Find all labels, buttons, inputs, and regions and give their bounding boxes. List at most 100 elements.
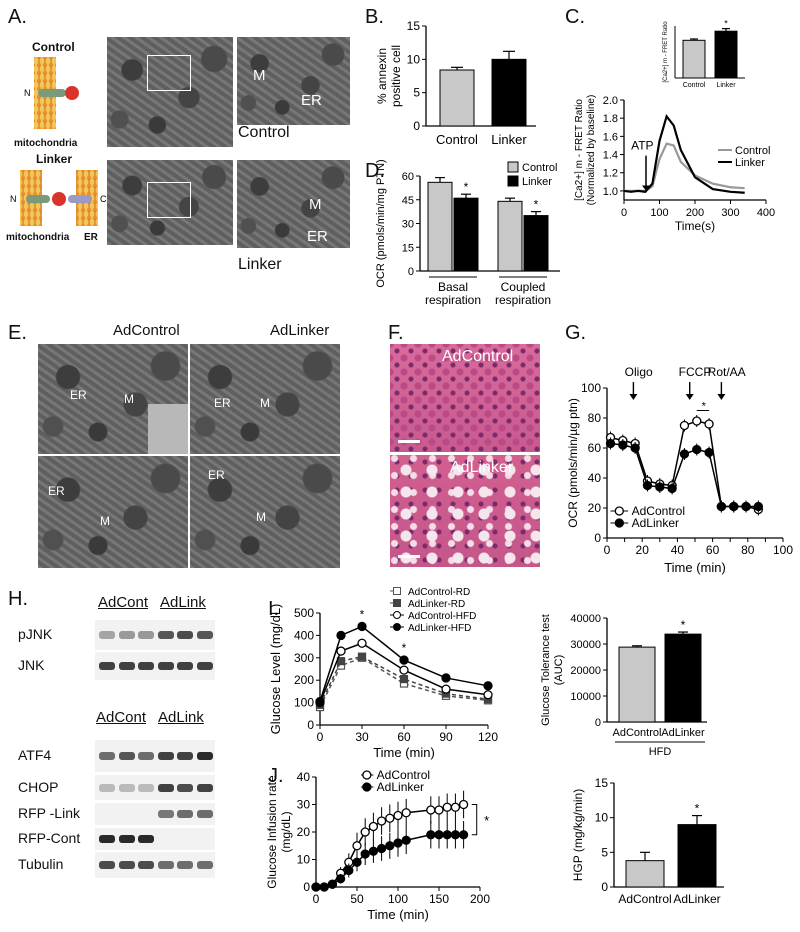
- data-point: [344, 865, 354, 876]
- y-tick-label: 15: [595, 776, 609, 790]
- em-er-label-2: ER: [307, 228, 328, 245]
- data-point: [483, 690, 493, 700]
- significance-mark: *: [695, 802, 700, 816]
- data-point: [360, 849, 370, 859]
- em-control-overview: [107, 37, 233, 147]
- x-axis-label: Time (min): [367, 907, 429, 922]
- x-tick-label: 200: [686, 207, 704, 219]
- arrowhead: [685, 394, 694, 400]
- blot-band: [157, 783, 174, 792]
- y-tick-label: 1.4: [603, 150, 618, 162]
- x-tick-label: 300: [721, 207, 739, 219]
- category-label: AdLinker: [661, 727, 705, 739]
- x-axis-label: Time (min): [664, 560, 726, 575]
- x-tick-label: 60: [397, 730, 411, 744]
- blot-band: [99, 835, 115, 843]
- x-axis-label: Time(s): [675, 219, 715, 233]
- data-point: [393, 838, 403, 848]
- chart-j2: 0 5 10 15 HGP (mg/kg/min) AdControl AdLinker *: [571, 776, 724, 906]
- blot-band: [196, 631, 213, 639]
- y-tick-label: 40: [588, 471, 602, 485]
- blot-row-label: pJNK: [18, 626, 53, 642]
- series-line: [319, 642, 489, 703]
- x-tick-label: 200: [470, 892, 490, 906]
- panel-label-b: B.: [365, 6, 384, 28]
- y-tick-label: 0: [594, 531, 601, 545]
- bar: [664, 633, 702, 723]
- chart-i: 0 100 200 300 400 500 0 30 60 90 120 Glucose Level …: [268, 587, 498, 760]
- bar: [491, 58, 527, 127]
- blot-band: [177, 752, 193, 760]
- e-em-adlinker-top: ER M: [190, 344, 340, 454]
- data-point: [704, 419, 714, 429]
- data-point: [401, 808, 411, 818]
- y-tick-label: 400: [294, 628, 314, 642]
- blot-row-label: RFP -Link: [18, 805, 80, 821]
- blot-strip: [95, 740, 215, 772]
- bar: [618, 646, 656, 723]
- y-axis-label: Glucose Infusion rate: [265, 775, 279, 889]
- arrowhead: [629, 394, 638, 400]
- data-point: [483, 681, 493, 691]
- legend-label: Linker: [522, 176, 552, 188]
- annotation: FCCP: [679, 365, 712, 379]
- significance-mark: *: [702, 401, 707, 413]
- h-adlink-1: AdLink: [160, 594, 206, 611]
- f-adlinker-label: AdLinker: [450, 459, 514, 476]
- y-tick-label: 500: [294, 606, 314, 620]
- data-point: [704, 447, 714, 458]
- e-adlinker-label: AdLinker: [270, 322, 330, 339]
- y-tick-label: 10: [595, 811, 609, 825]
- data-point: [368, 846, 379, 856]
- legend-marker: [393, 599, 401, 607]
- data-point: [385, 841, 395, 851]
- legend-marker: [393, 587, 401, 595]
- control-schematic: N: [24, 57, 79, 129]
- y-axis-label: Glucose Level (mg/dL): [268, 604, 283, 735]
- inset-category-label: Linker: [716, 82, 736, 89]
- blot-band: [177, 783, 193, 792]
- y-tick-label: 15: [402, 242, 414, 254]
- data-point: [336, 630, 346, 641]
- y-tick-label: 0: [413, 119, 420, 133]
- legend-label: AdLinker: [377, 780, 424, 794]
- x-tick-label: 100: [650, 207, 668, 219]
- chart-j: 0 10 20 30 40 0 50 100 150 200 Glucose Infusion ra…: [265, 768, 490, 922]
- blot-band: [99, 662, 115, 670]
- bar: [625, 860, 665, 888]
- y-tick-label: 100: [581, 381, 601, 395]
- data-point: [716, 501, 727, 512]
- y-tick-label: 20: [297, 825, 311, 839]
- y-tick-label: 1.2: [603, 168, 618, 180]
- data-point: [655, 482, 665, 492]
- y-tick-label: 80: [588, 411, 602, 425]
- em-m-label-2: M: [309, 196, 322, 213]
- data-point: [614, 506, 624, 516]
- em-er-label: ER: [301, 92, 322, 109]
- data-point: [630, 443, 640, 453]
- data-point: [679, 420, 690, 431]
- h-adlink-2: AdLink: [158, 709, 204, 726]
- legend-label: Linker: [735, 157, 765, 169]
- legend-label: AdControl-RD: [408, 587, 470, 598]
- blot-band: [196, 783, 213, 792]
- significance-mark: *: [484, 813, 489, 828]
- y-axis-label: (Normalized by baseline): [586, 95, 597, 206]
- data-point: [352, 857, 362, 867]
- category-label: respiration: [495, 293, 551, 307]
- data-point: [362, 782, 372, 792]
- significance-bracket: [471, 804, 478, 836]
- legend-label: AdLinker: [632, 516, 679, 530]
- data-point: [357, 621, 367, 632]
- x-tick-label: 60: [706, 543, 720, 557]
- x-tick-label: 100: [773, 543, 793, 557]
- bar: [439, 69, 475, 127]
- series-line: [319, 625, 489, 702]
- data-point: [679, 449, 690, 459]
- bar-linker: [453, 197, 479, 272]
- legend-label: AdControl: [632, 504, 685, 518]
- blot-band: [177, 631, 193, 639]
- y-axis-label: OCR (pmols/min/mg PTN): [375, 159, 387, 287]
- y-tick-label: 20000: [570, 665, 601, 677]
- panel-label-j: J.: [268, 765, 284, 787]
